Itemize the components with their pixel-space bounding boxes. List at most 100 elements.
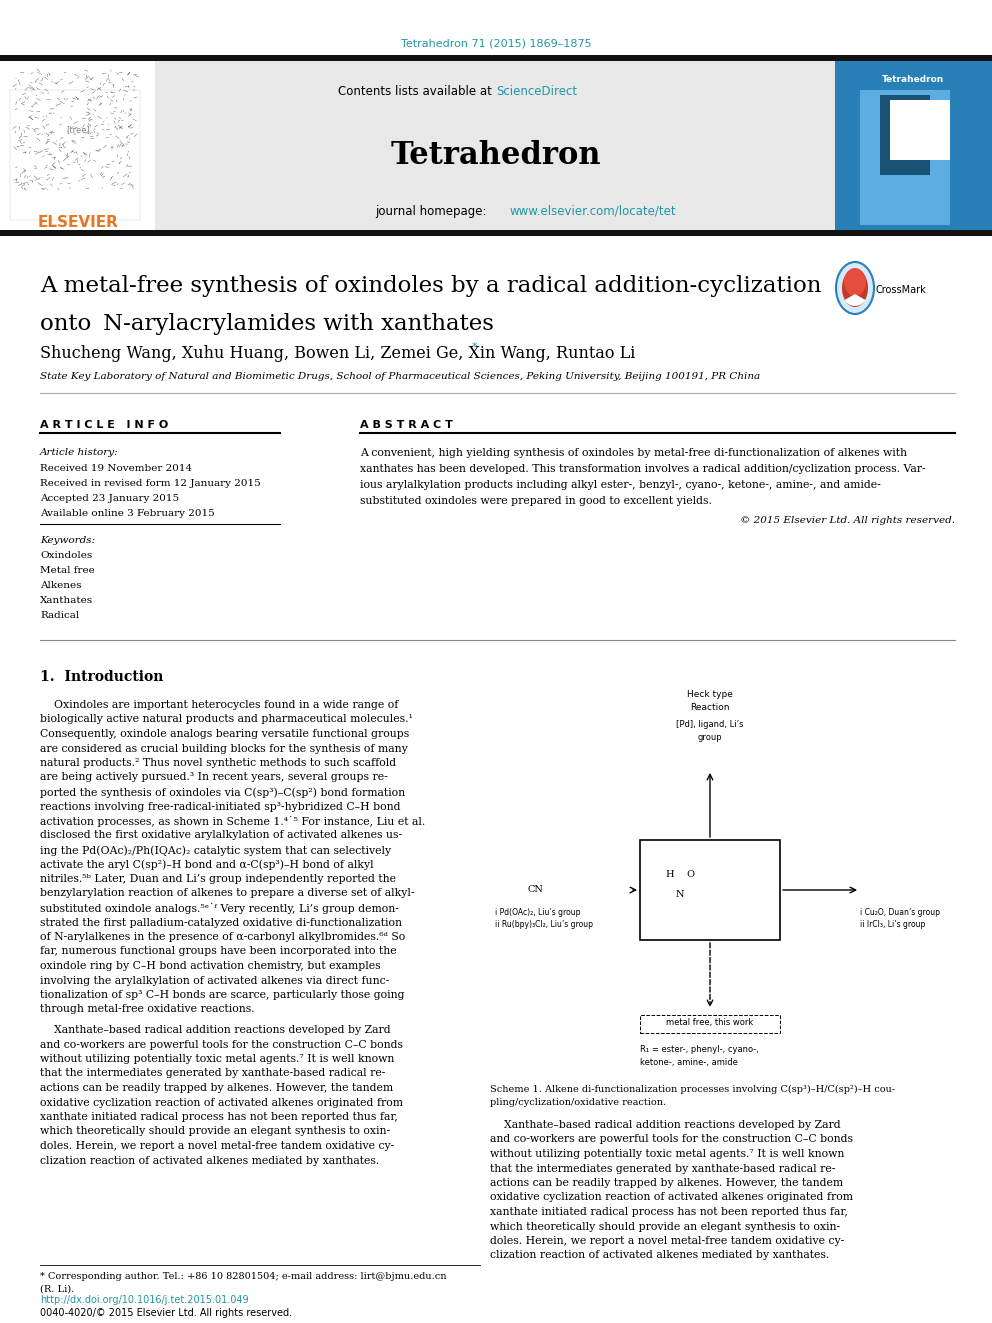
Text: Contents lists available at: Contents lists available at (338, 85, 496, 98)
Text: *: * (471, 343, 477, 352)
Text: substituted oxindoles were prepared in good to excellent yields.: substituted oxindoles were prepared in g… (360, 496, 712, 505)
Text: without utilizing potentially toxic metal agents.⁷ It is well known: without utilizing potentially toxic meta… (40, 1054, 395, 1064)
Text: Article history:: Article history: (40, 448, 119, 456)
Text: actions can be readily trapped by alkenes. However, the tandem: actions can be readily trapped by alkene… (40, 1084, 393, 1093)
Text: Reaction: Reaction (690, 703, 730, 712)
Text: H    O: H O (666, 871, 694, 878)
Bar (0, 56, 992, 61)
Text: biologically active natural products and pharmaceutical molecules.¹: biologically active natural products and… (40, 714, 413, 725)
Text: which theoretically should provide an elegant synthesis to oxin-: which theoretically should provide an el… (40, 1126, 390, 1136)
Text: reactions involving free-radical-initiated sp³-hybridized C–H bond: reactions involving free-radical-initiat… (40, 802, 401, 811)
Text: tionalization of sp³ C–H bonds are scarce, particularly those going: tionalization of sp³ C–H bonds are scarc… (40, 990, 405, 1000)
Bar (640, 1015, 780, 1033)
Text: http://dx.doi.org/10.1016/j.tet.2015.01.049: http://dx.doi.org/10.1016/j.tet.2015.01.… (40, 1295, 249, 1304)
Text: that the intermediates generated by xanthate-based radical re-: that the intermediates generated by xant… (40, 1069, 385, 1078)
Text: Available online 3 February 2015: Available online 3 February 2015 (40, 509, 214, 519)
Bar (490, 669, 955, 1099)
Text: without utilizing potentially toxic metal agents.⁷ It is well known: without utilizing potentially toxic meta… (490, 1148, 844, 1159)
Text: onto  N-arylacrylamides with xanthates: onto N-arylacrylamides with xanthates (40, 314, 494, 335)
Text: metal free, this work: metal free, this work (667, 1017, 754, 1027)
Text: A B S T R A C T: A B S T R A C T (360, 419, 453, 430)
Text: xanthate initiated radical process has not been reported thus far,: xanthate initiated radical process has n… (490, 1207, 848, 1217)
Text: ious arylalkylation products including alkyl ester-, benzyl-, cyano-, ketone-, a: ious arylalkylation products including a… (360, 480, 881, 490)
Text: Accepted 23 January 2015: Accepted 23 January 2015 (40, 493, 180, 503)
Text: actions can be readily trapped by alkenes. However, the tandem: actions can be readily trapped by alkene… (490, 1177, 843, 1188)
Bar (835, 61, 992, 230)
Text: i Pd(OAc)₂, Liu’s group: i Pd(OAc)₂, Liu’s group (495, 908, 580, 917)
Text: doles. Herein, we report a novel metal-free tandem oxidative cy-: doles. Herein, we report a novel metal-f… (40, 1140, 394, 1151)
Bar (835, 61, 992, 230)
Text: far, numerous functional groups have been incorporated into the: far, numerous functional groups have bee… (40, 946, 397, 957)
Text: [Pd], ligand, Li’s: [Pd], ligand, Li’s (677, 720, 744, 729)
Text: xanthate initiated radical process has not been reported thus far,: xanthate initiated radical process has n… (40, 1113, 398, 1122)
Text: A metal-free synthesis of oxindoles by a radical addition-cyclization: A metal-free synthesis of oxindoles by a… (40, 275, 821, 296)
Text: Received in revised form 12 January 2015: Received in revised form 12 January 2015 (40, 479, 261, 488)
Text: nitriles.⁵ᵇ Later, Duan and Li’s group independently reported the: nitriles.⁵ᵇ Later, Duan and Li’s group i… (40, 875, 396, 884)
Text: ii IrCl₃, Li’s group: ii IrCl₃, Li’s group (860, 919, 926, 929)
Text: are being actively pursued.³ In recent years, several groups re-: are being actively pursued.³ In recent y… (40, 773, 388, 782)
Text: natural products.² Thus novel synthetic methods to such scaffold: natural products.² Thus novel synthetic … (40, 758, 396, 767)
Text: ported the synthesis of oxindoles via C(sp³)–C(sp²) bond formation: ported the synthesis of oxindoles via C(… (40, 787, 405, 798)
Text: activate the aryl C(sp²)–H bond and α-C(sp³)–H bond of alkyl: activate the aryl C(sp²)–H bond and α-C(… (40, 860, 374, 871)
Text: clization reaction of activated alkenes mediated by xanthates.: clization reaction of activated alkenes … (490, 1250, 829, 1261)
Text: Scheme 1. Alkene di-functionalization processes involving C(sp³)–H/C(sp²)–H cou-: Scheme 1. Alkene di-functionalization pr… (490, 1085, 895, 1094)
Bar (835, 61, 992, 230)
Text: Received 19 November 2014: Received 19 November 2014 (40, 464, 192, 474)
Text: Oxindoles are important heterocycles found in a wide range of: Oxindoles are important heterocycles fou… (40, 700, 399, 710)
Text: 0040-4020/© 2015 Elsevier Ltd. All rights reserved.: 0040-4020/© 2015 Elsevier Ltd. All right… (40, 1308, 292, 1318)
Text: that the intermediates generated by xanthate-based radical re-: that the intermediates generated by xant… (490, 1163, 835, 1174)
Text: Xanthate–based radical addition reactions developed by Zard: Xanthate–based radical addition reaction… (490, 1121, 840, 1130)
Text: www.elsevier.com/locate/tet: www.elsevier.com/locate/tet (510, 205, 677, 218)
Bar (880, 95, 930, 175)
Text: ELSEVIER: ELSEVIER (38, 216, 118, 230)
Text: oxidative cyclization reaction of activated alkenes originated from: oxidative cyclization reaction of activa… (40, 1098, 403, 1107)
Text: Xanthate–based radical addition reactions developed by Zard: Xanthate–based radical addition reaction… (40, 1025, 391, 1035)
Bar (155, 61, 835, 230)
Text: substituted oxindole analogs.⁵ᵉ˙ᶠ Very recently, Li’s group demon-: substituted oxindole analogs.⁵ᵉ˙ᶠ Very r… (40, 904, 399, 914)
Text: and co-workers are powerful tools for the construction C–C bonds: and co-workers are powerful tools for th… (40, 1040, 403, 1049)
Text: Tetrahedron: Tetrahedron (882, 75, 944, 83)
Text: i Cu₂O, Duan’s group: i Cu₂O, Duan’s group (860, 908, 940, 917)
Text: through metal-free oxidative reactions.: through metal-free oxidative reactions. (40, 1004, 255, 1015)
Text: Keywords:: Keywords: (40, 536, 95, 545)
Text: oxidative cyclization reaction of activated alkenes originated from: oxidative cyclization reaction of activa… (490, 1192, 853, 1203)
Text: Alkenes: Alkenes (40, 581, 81, 590)
Text: © 2015 Elsevier Ltd. All rights reserved.: © 2015 Elsevier Ltd. All rights reserved… (740, 516, 955, 525)
Text: Consequently, oxindole analogs bearing versatile functional groups: Consequently, oxindole analogs bearing v… (40, 729, 410, 740)
Text: Tetrahedron 71 (2015) 1869–1875: Tetrahedron 71 (2015) 1869–1875 (401, 38, 591, 48)
Text: Tetrahedron: Tetrahedron (391, 140, 601, 171)
Text: oxindole ring by C–H bond activation chemistry, but examples: oxindole ring by C–H bond activation che… (40, 960, 381, 971)
Bar (0, 230, 992, 235)
Bar (640, 840, 780, 941)
Bar (890, 101, 950, 160)
Text: A R T I C L E   I N F O: A R T I C L E I N F O (40, 419, 169, 430)
Text: xanthates has been developed. This transformation involves a radical addition/cy: xanthates has been developed. This trans… (360, 464, 926, 474)
Ellipse shape (844, 269, 866, 296)
Text: and co-workers are powerful tools for the construction C–C bonds: and co-workers are powerful tools for th… (490, 1135, 853, 1144)
Text: R₁ = ester-, phenyl-, cyano-,: R₁ = ester-, phenyl-, cyano-, (640, 1045, 759, 1054)
Text: CN: CN (527, 885, 543, 894)
Bar (0, 61, 155, 230)
Ellipse shape (836, 262, 874, 314)
Text: ketone-, amine-, amide: ketone-, amine-, amide (640, 1058, 738, 1068)
Text: Xanthates: Xanthates (40, 595, 93, 605)
Text: [tree]: [tree] (66, 126, 90, 135)
Text: ii Ru(bpy)₃Cl₂, Liu’s group: ii Ru(bpy)₃Cl₂, Liu’s group (495, 919, 593, 929)
Text: Radical: Radical (40, 611, 79, 620)
Wedge shape (844, 294, 865, 306)
Text: ScienceDirect: ScienceDirect (496, 85, 577, 98)
Text: journal homepage:: journal homepage: (375, 205, 490, 218)
Text: activation processes, as shown in Scheme 1.⁴˙⁵ For instance, Liu et al.: activation processes, as shown in Scheme… (40, 816, 426, 827)
Text: State Key Laboratory of Natural and Biomimetic Drugs, School of Pharmaceutical S: State Key Laboratory of Natural and Biom… (40, 372, 760, 381)
Text: ing the Pd(OAc)₂/Ph(IQAc)₂ catalytic system that can selectively: ing the Pd(OAc)₂/Ph(IQAc)₂ catalytic sys… (40, 845, 391, 856)
Text: CrossMark: CrossMark (875, 284, 926, 295)
Text: strated the first palladium-catalyzed oxidative di-functionalization: strated the first palladium-catalyzed ox… (40, 917, 402, 927)
Text: involving the arylalkylation of activated alkenes via direct func-: involving the arylalkylation of activate… (40, 975, 389, 986)
Text: disclosed the first oxidative arylalkylation of activated alkenes us-: disclosed the first oxidative arylalkyla… (40, 831, 402, 840)
Text: are considered as crucial building blocks for the synthesis of many: are considered as crucial building block… (40, 744, 408, 754)
Bar (10, 90, 140, 220)
Text: * Corresponding author. Tel.: +86 10 82801504; e-mail address: lirt@bjmu.edu.cn: * Corresponding author. Tel.: +86 10 828… (40, 1271, 446, 1281)
Text: (R. Li).: (R. Li). (40, 1285, 74, 1294)
Text: N: N (676, 890, 684, 900)
Text: of N-arylalkenes in the presence of α-carbonyl alkylbromides.⁶ᵈ So: of N-arylalkenes in the presence of α-ca… (40, 931, 406, 942)
